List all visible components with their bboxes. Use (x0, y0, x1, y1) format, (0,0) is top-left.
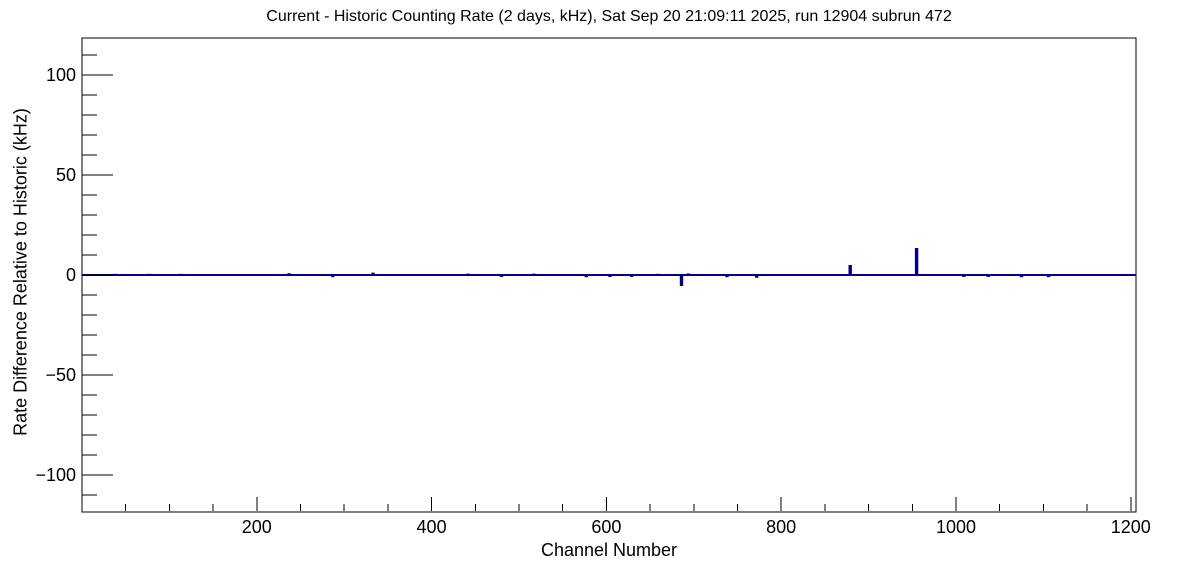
series-spike (287, 273, 291, 276)
y-tick-label: 100 (46, 65, 76, 85)
series-spike (371, 272, 375, 276)
series-spike (679, 275, 684, 286)
series-spike (331, 275, 335, 278)
series-spike (147, 273, 151, 276)
x-tick-label: 400 (417, 517, 447, 537)
series-spike (499, 275, 504, 277)
series-spike (227, 274, 231, 276)
series-spike (179, 273, 183, 276)
x-tick-label: 1200 (1111, 517, 1151, 537)
series-spike (608, 275, 612, 277)
series-spike (584, 275, 588, 278)
plot-frame (81, 37, 1137, 513)
y-tick-label: 50 (56, 165, 76, 185)
y-tick-label: −50 (45, 365, 76, 385)
series-spike (962, 275, 966, 277)
series-spike (630, 275, 634, 277)
series-spike (686, 273, 691, 276)
series-spike (466, 273, 470, 276)
series-spike (1019, 275, 1024, 278)
y-tick-label: 0 (66, 265, 76, 285)
series-spike (532, 273, 536, 276)
x-tick-label: 600 (591, 517, 621, 537)
series-spike (986, 275, 990, 277)
series-spike (755, 275, 759, 278)
series-spike (725, 275, 729, 278)
x-tick-label: 800 (766, 517, 796, 537)
x-axis-title: Channel Number (540, 540, 678, 560)
y-tick-label: −100 (35, 465, 76, 485)
x-tick-label: 200 (242, 517, 272, 537)
series-spike (1046, 275, 1051, 278)
series-spike (914, 248, 919, 276)
series-spike (113, 273, 117, 276)
chart-title: Current - Historic Counting Rate (2 days… (266, 8, 952, 25)
series-spike (848, 265, 852, 276)
series-spike (656, 273, 660, 276)
x-tick-label: 1000 (936, 517, 976, 537)
series-spike (243, 274, 248, 276)
